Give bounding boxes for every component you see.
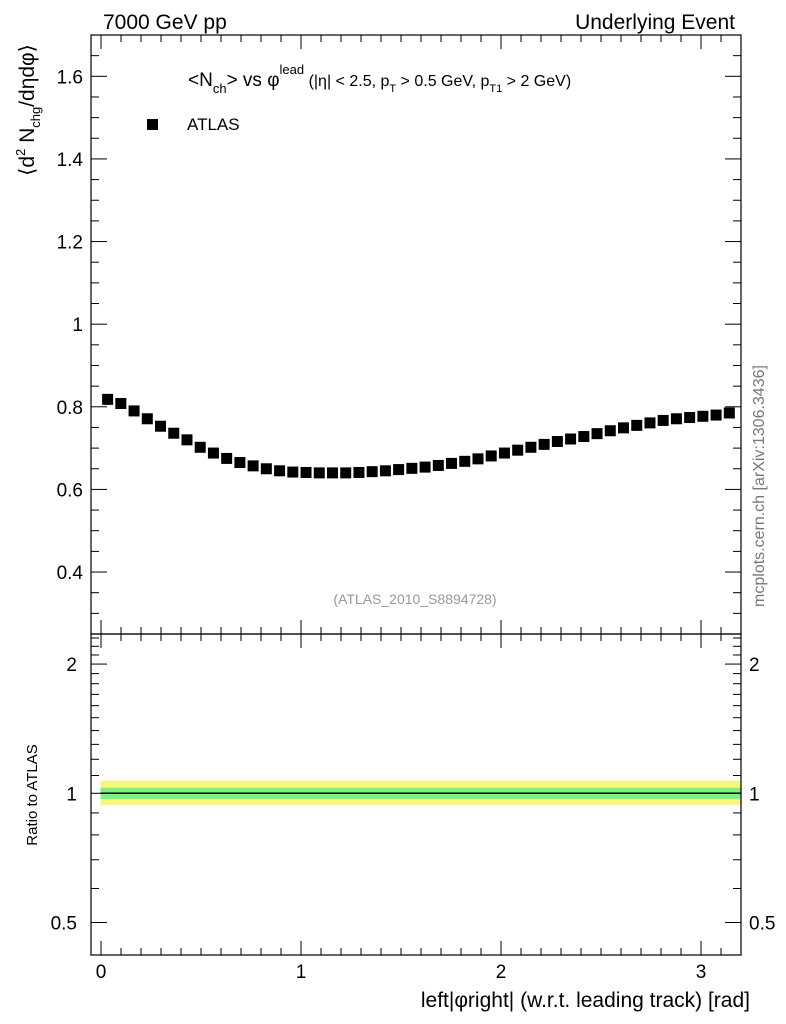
x-tick-label: 2	[496, 962, 507, 983]
data-point	[260, 463, 272, 475]
title-cut2: > 0.5 GeV, p	[396, 73, 489, 90]
title-sub: ch	[213, 81, 227, 96]
data-point	[459, 455, 471, 467]
title-cut1: (|η| < 2.5, p	[304, 73, 389, 90]
y-tick-label: 1.6	[57, 67, 83, 88]
ratio-y-tick-label: 2	[66, 655, 77, 676]
ratio-y-axis-label: Ratio to ATLAS	[24, 744, 41, 845]
ratio-y-ticks: 0.5 0.5 1 1 2 2	[51, 637, 775, 934]
data-point	[670, 413, 682, 425]
data-point	[366, 466, 378, 478]
data-point	[247, 460, 259, 472]
data-point	[274, 465, 286, 477]
title-cut3: > 2 GeV)	[502, 73, 571, 90]
y-tick-label: 1.4	[57, 150, 84, 171]
x-tick-label: 1	[296, 962, 307, 983]
x-tick-label: 3	[696, 962, 707, 983]
data-point	[194, 441, 206, 453]
title-sup: lead	[280, 62, 305, 77]
data-point	[419, 461, 431, 473]
data-point	[657, 414, 669, 426]
data-point	[155, 420, 167, 432]
watermark-text: mcplots.cern.ch [arXiv:1306.3436]	[751, 365, 768, 607]
title-main: <N	[188, 70, 213, 91]
data-point	[604, 425, 616, 437]
data-point	[326, 467, 338, 479]
data-point	[697, 410, 709, 422]
main-x-ticks	[100, 35, 722, 634]
data-point	[207, 447, 219, 459]
data-point	[684, 412, 696, 424]
data-point	[525, 441, 537, 453]
data-point	[340, 467, 352, 479]
data-point	[102, 393, 114, 405]
title-cut1-sub: T	[389, 83, 396, 95]
main-y-axis-label: ⟨d2 Nchg/dηdφ⟩	[13, 44, 43, 176]
data-point	[128, 405, 140, 417]
ratio-y-tick-label: 0.5	[51, 913, 77, 934]
data-point	[644, 417, 656, 429]
ratio-y-tick-label: 1	[66, 784, 77, 805]
y-tick-label: 0.4	[57, 563, 84, 584]
data-point	[115, 397, 127, 409]
data-point	[631, 419, 643, 431]
data-point	[578, 431, 590, 443]
ratio-x-ticks: 0 1 2 3	[96, 634, 722, 983]
ratio-plot-frame	[90, 633, 742, 956]
data-point	[141, 413, 153, 425]
data-point	[221, 452, 233, 464]
data-point	[618, 422, 629, 434]
data-point	[287, 466, 299, 478]
y-tick-label: 1.2	[57, 233, 83, 254]
data-point	[393, 464, 405, 476]
ratio-y-tick-label-right: 1	[749, 784, 760, 805]
title-cut2-sub: T1	[489, 83, 502, 95]
ratio-y-tick-label-right: 0.5	[749, 913, 775, 934]
data-point	[512, 444, 524, 456]
data-point	[710, 409, 722, 421]
plot-title: <Nch> vs φlead (|η| < 2.5, pT > 0.5 GeV,…	[188, 62, 571, 96]
data-point	[181, 434, 193, 446]
x-tick-label: 0	[96, 962, 107, 983]
data-point	[485, 450, 497, 462]
ratio-plot-panel: 0.5 0.5 1 1 2 2 0 1 2 3 Ratio to ATLAS left|φrig…	[24, 633, 775, 1012]
data-point	[168, 427, 180, 439]
data-point	[446, 457, 458, 469]
data-point	[591, 428, 603, 440]
data-point	[353, 466, 365, 478]
data-point	[538, 438, 550, 450]
atlas-data-points	[102, 393, 735, 479]
data-point	[379, 465, 391, 477]
y-tick-label: 0.6	[57, 480, 83, 501]
main-plot-panel: 0.4 0.6 0.8 1 1.2 1.4 1.6 <Nch> vs φlead (|η| …	[13, 34, 742, 635]
y-tick-label: 1	[72, 315, 83, 336]
data-point	[565, 433, 577, 445]
data-point	[498, 447, 510, 459]
data-point	[300, 466, 312, 478]
legend-marker-atlas	[147, 119, 158, 130]
data-point	[406, 462, 418, 474]
header-left-label: 7000 GeV pp	[103, 11, 227, 34]
data-point	[723, 407, 735, 419]
main-y-ticks: 0.4 0.6 0.8 1 1.2 1.4 1.6	[57, 34, 741, 614]
analysis-id-label: (ATLAS_2010_S8894728)	[333, 591, 496, 607]
data-point	[313, 467, 325, 479]
data-point	[432, 459, 444, 471]
y-tick-label: 0.8	[57, 398, 83, 419]
header-right-label: Underlying Event	[575, 11, 735, 34]
x-axis-label: left|φright| (w.r.t. leading track) [rad…	[421, 989, 750, 1012]
data-point	[234, 457, 246, 469]
data-point	[472, 453, 484, 465]
ratio-y-tick-label-right: 2	[749, 655, 760, 676]
data-point	[551, 435, 563, 447]
title-mid: > vs φ	[227, 70, 280, 91]
legend-label-atlas: ATLAS	[187, 115, 240, 134]
